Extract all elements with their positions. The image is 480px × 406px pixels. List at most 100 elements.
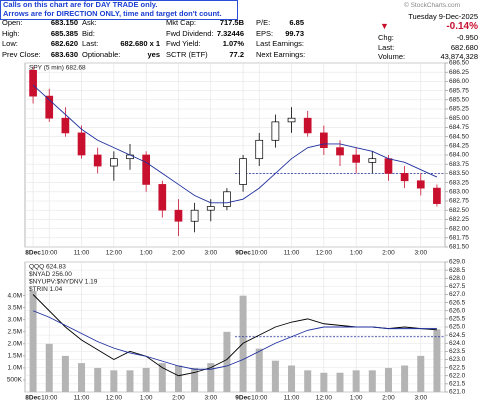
candle-body [174,209,183,222]
quote-value: 6.85 [289,18,304,27]
volume-bar [94,367,102,392]
y-tick-label: 4.0M [8,292,22,299]
y2-tick-label: 628.0 [449,275,466,282]
legend-entry: QQQ 624.83 [29,264,66,271]
candle-body [61,117,70,134]
y-tick-label: 684.50 [449,133,469,140]
volume-bar [61,355,69,392]
volume-bar [78,363,86,392]
quote-label: Mkt Cap: [166,18,197,27]
candle-body [303,117,312,134]
x-tick-label: 8Dec [25,250,41,257]
y-tick-label: 684.25 [449,143,469,150]
quote-label: Last Earnings: [256,39,304,48]
candle-body [319,132,328,148]
quote-value: yes [147,49,160,59]
quote-label: Bid: [82,28,95,38]
quote-label: Low: [2,39,18,48]
quote-label: High: [2,28,20,38]
y-tick-label: 686.50 [449,60,469,67]
candle-body [126,154,134,160]
x-tick-label: 12:00 [316,250,333,257]
y-tick-label: 681.75 [449,235,469,242]
x-tick-label: 1:00 [350,250,363,257]
y-tick-label: 685.50 [449,97,469,104]
y2-tick-label: 626.0 [449,307,466,314]
y-tick-label: 684.75 [449,124,469,131]
y2-tick-label: 625.5 [449,316,466,323]
quote-label: Prev Close: [2,49,41,59]
x-tick-label: 3:00 [414,395,427,402]
x-tick-label: 12:00 [106,395,123,402]
x-tick-label: 2:00 [172,250,185,257]
legend-entry: $TRIN 1.04 [29,286,63,293]
x-tick-label: 12:00 [316,395,333,402]
y-tick-label: 683.00 [449,189,469,196]
candle-body [45,95,54,119]
quote-label: Fwd Dividend: [166,28,214,38]
y2-tick-label: 629.0 [449,259,466,266]
candle-body [206,206,215,211]
volume-bar [207,363,215,392]
quote-label: Volume: [378,52,406,61]
candle-body [352,154,361,163]
volume-bar [352,370,360,392]
x-tick-label: 9Dec [235,395,251,402]
volume-bar [45,343,53,392]
x-tick-label: 1:00 [140,250,153,257]
x-tick-label: 10:00 [41,250,58,257]
quote-label: Fwd Yield: [166,39,201,48]
volume-bar [142,367,150,392]
candle-body [93,154,102,167]
y-tick-label: 686.25 [449,69,469,76]
candle-body [158,184,167,211]
quote-value: 682.620 [50,39,78,48]
y-tick-label: 500K [7,377,23,384]
y2-tick-label: 627.5 [449,283,466,290]
candle-body [223,191,231,207]
y2-tick-label: 623.0 [449,356,466,363]
volume-bar [223,331,231,392]
y-tick-label: 1.0M [8,365,22,372]
volume-bar [271,360,279,392]
quote-value: 682.680 x 1 [120,39,160,48]
quote-value: -0.950 [456,33,478,42]
quote-label: SCTR (ETF) [166,49,208,59]
y2-tick-label: 622.0 [449,372,466,379]
quote-value: 685.385 [50,28,78,38]
quote-value: 683.630 [50,49,78,59]
volume-bar [417,355,425,392]
volume-bar [401,365,409,392]
quote-label: Optionable: [82,49,121,59]
quote-label: Last: [378,42,395,52]
candle-body [255,139,264,160]
y2-tick-label: 621.0 [449,389,466,396]
quote-label: Open: [2,18,23,27]
y2-tick-label: 626.5 [449,299,466,306]
quote-label: Next Earnings: [256,49,306,59]
x-tick-label: 10:00 [251,395,268,402]
candle-body [271,121,280,141]
candle-body [77,132,86,156]
quote-date: Tuesday 9-Dec-2025 [408,12,478,21]
x-tick-label: 3:00 [204,395,217,402]
volume-bar [368,370,376,392]
y-tick-label: 2.5M [8,329,22,336]
quote-label: P/E: [256,18,271,27]
x-tick-label: 10:00 [41,395,58,402]
volume-bar [191,367,199,392]
quote-value: 77.2 [229,49,244,59]
y-tick-label: 683.50 [449,170,469,177]
x-tick-label: 3:00 [414,250,427,257]
candle-body [400,173,409,182]
volume-bar [336,372,344,392]
quote-value: 683.150 [50,18,78,27]
x-tick-label: 9Dec [235,250,251,257]
notice-line: Calls on this chart are for DAY TRADE on… [3,0,158,9]
legend-entry: $NYUPV:$NYDNV 1.19 [29,279,98,286]
x-tick-label: 2:00 [172,395,185,402]
candle-body [336,147,344,156]
volume-bar [174,365,182,392]
quote-label: Chg: [378,33,394,42]
